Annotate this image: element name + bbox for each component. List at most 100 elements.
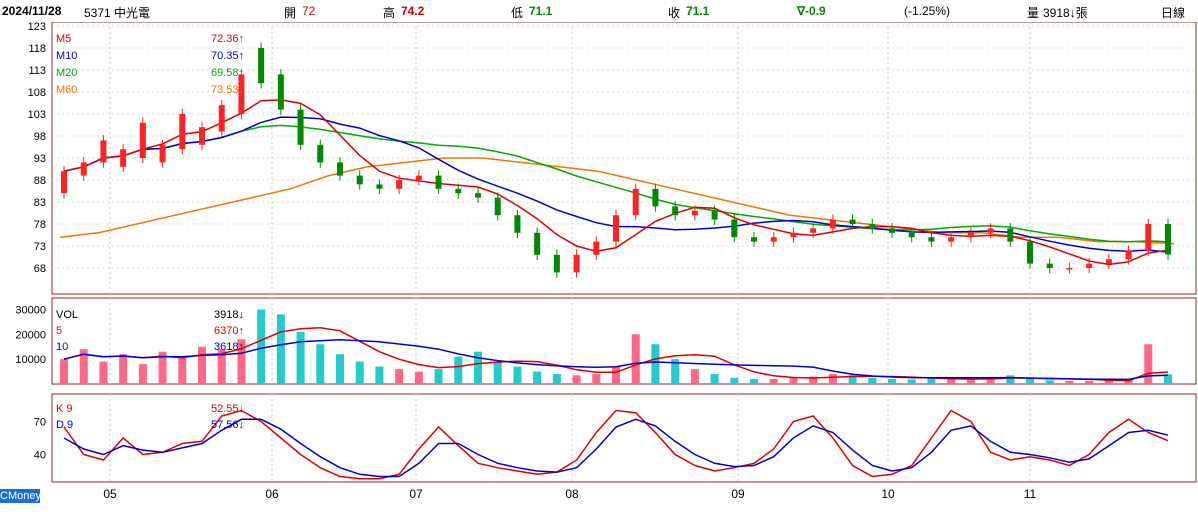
volume-bar <box>868 377 877 384</box>
candle-body <box>790 232 797 238</box>
volume-bar <box>888 379 896 384</box>
candle-body <box>613 215 619 242</box>
candle-body <box>1165 224 1171 255</box>
vol-y-tick-label: 10000 <box>15 354 46 366</box>
candle-body <box>1007 228 1014 242</box>
volume-bar <box>395 369 404 384</box>
vol-legend-name: 5 <box>56 325 62 337</box>
vol-ma5-line <box>63 327 1169 382</box>
x-tick-label: 09 <box>731 487 745 501</box>
volume-bar <box>474 351 482 384</box>
x-tick-label: 06 <box>265 487 279 501</box>
candle-body <box>1027 241 1033 264</box>
y-tick-label: 93 <box>34 153 46 165</box>
candle-body <box>751 237 757 242</box>
y-tick-label: 68 <box>34 263 46 275</box>
candle-body <box>514 215 521 233</box>
candle-body <box>120 149 127 167</box>
volume-bar <box>375 366 384 384</box>
x-tick-label: 05 <box>103 487 117 501</box>
volume-bar <box>178 356 187 384</box>
change-percent: (-1.25%) <box>904 4 951 18</box>
pane-border-2 <box>51 393 1197 483</box>
x-tick-label: 10 <box>881 487 895 501</box>
candle-body <box>435 175 442 189</box>
candle-body <box>652 188 659 207</box>
volume-bar <box>316 344 325 384</box>
candle-body <box>711 210 718 220</box>
volume-bar <box>138 364 147 384</box>
stock-name: 5371 中光電 <box>84 6 151 20</box>
volume-bar <box>572 375 581 384</box>
volume-bar <box>828 374 837 384</box>
candle-body <box>277 74 284 110</box>
candle-body <box>258 48 265 84</box>
candle-body <box>889 228 895 233</box>
volume-bar <box>1104 380 1113 384</box>
stock-chart: 05 06 07 08 09 10 11 123 118 113 108 103 98 93 88 83 78 7… <box>15 22 1197 501</box>
k-line <box>63 409 1169 480</box>
candle-body <box>553 254 560 273</box>
quote-date: 2024/11/28 <box>2 4 62 18</box>
x-tick-label: 07 <box>409 487 423 501</box>
volume-bar <box>809 376 818 384</box>
price-legend-name: M60 <box>56 84 77 96</box>
volume-bar <box>257 309 266 384</box>
candle-body <box>455 188 462 194</box>
y-tick-label: 98 <box>34 131 46 143</box>
vol-y-tick-label: 20000 <box>15 329 46 341</box>
candle-body <box>672 206 679 216</box>
volume-bar <box>986 377 995 384</box>
candle-body <box>869 224 876 229</box>
close-label: 收 <box>668 6 681 20</box>
volume-bar <box>513 366 522 384</box>
change-value: ∇-0.9 <box>797 4 826 18</box>
vol-legend-value: 6370↑ <box>214 325 244 337</box>
pane-border-1 <box>51 297 1197 385</box>
high-label: 高 <box>383 6 396 20</box>
y-tick-label: 113 <box>28 65 46 77</box>
volume-bar <box>79 349 88 384</box>
kd-legend-name: D 9 <box>56 419 73 431</box>
vol-legend-value: 3618↑ <box>214 341 244 353</box>
candle-body <box>80 162 87 176</box>
volume-bar <box>434 369 443 384</box>
volume-bar <box>493 361 502 384</box>
candle-body <box>376 184 383 189</box>
quote-header: 2024/11/28 5371 中光電 開 72 高 74.2 低 71.1 收… <box>0 0 1198 22</box>
price-legend-name: M20 <box>56 67 77 79</box>
price-legend-value: 69.58↑ <box>211 67 244 79</box>
candle-body <box>967 232 974 238</box>
candle-body <box>849 219 856 224</box>
candle-body <box>297 109 304 145</box>
d-line <box>63 418 1169 478</box>
candle-body <box>810 228 817 233</box>
open-value: 72 <box>302 4 316 18</box>
volume-bar <box>355 361 364 384</box>
candle-body <box>218 105 225 132</box>
volume-bar <box>710 374 719 384</box>
kd-y-tick-label: 70 <box>34 417 46 429</box>
volume-bar <box>769 379 778 384</box>
candle-body <box>534 232 541 255</box>
brand-logo: CMoney <box>0 489 41 503</box>
candle-body <box>494 197 501 216</box>
candle-body <box>731 219 738 238</box>
candle-body <box>139 122 146 158</box>
candle-body <box>593 241 600 255</box>
ma5-line <box>63 99 1169 266</box>
candle-body <box>317 144 324 163</box>
volume-bar <box>907 379 916 384</box>
volume-bar <box>533 371 542 384</box>
vol-legend-name: 10 <box>56 341 68 353</box>
volume-bar <box>414 371 423 384</box>
volume-bar <box>99 361 108 384</box>
kd-legend-value: 57.56↓ <box>211 419 244 431</box>
volume-bar <box>927 378 936 384</box>
candle-body <box>415 175 422 180</box>
price-legend-value: 73.53↓ <box>211 84 244 96</box>
price-legend-name: M5 <box>56 33 71 45</box>
y-tick-label: 118 <box>28 43 46 55</box>
volume-bar <box>750 379 758 384</box>
volume-bar <box>336 354 344 384</box>
